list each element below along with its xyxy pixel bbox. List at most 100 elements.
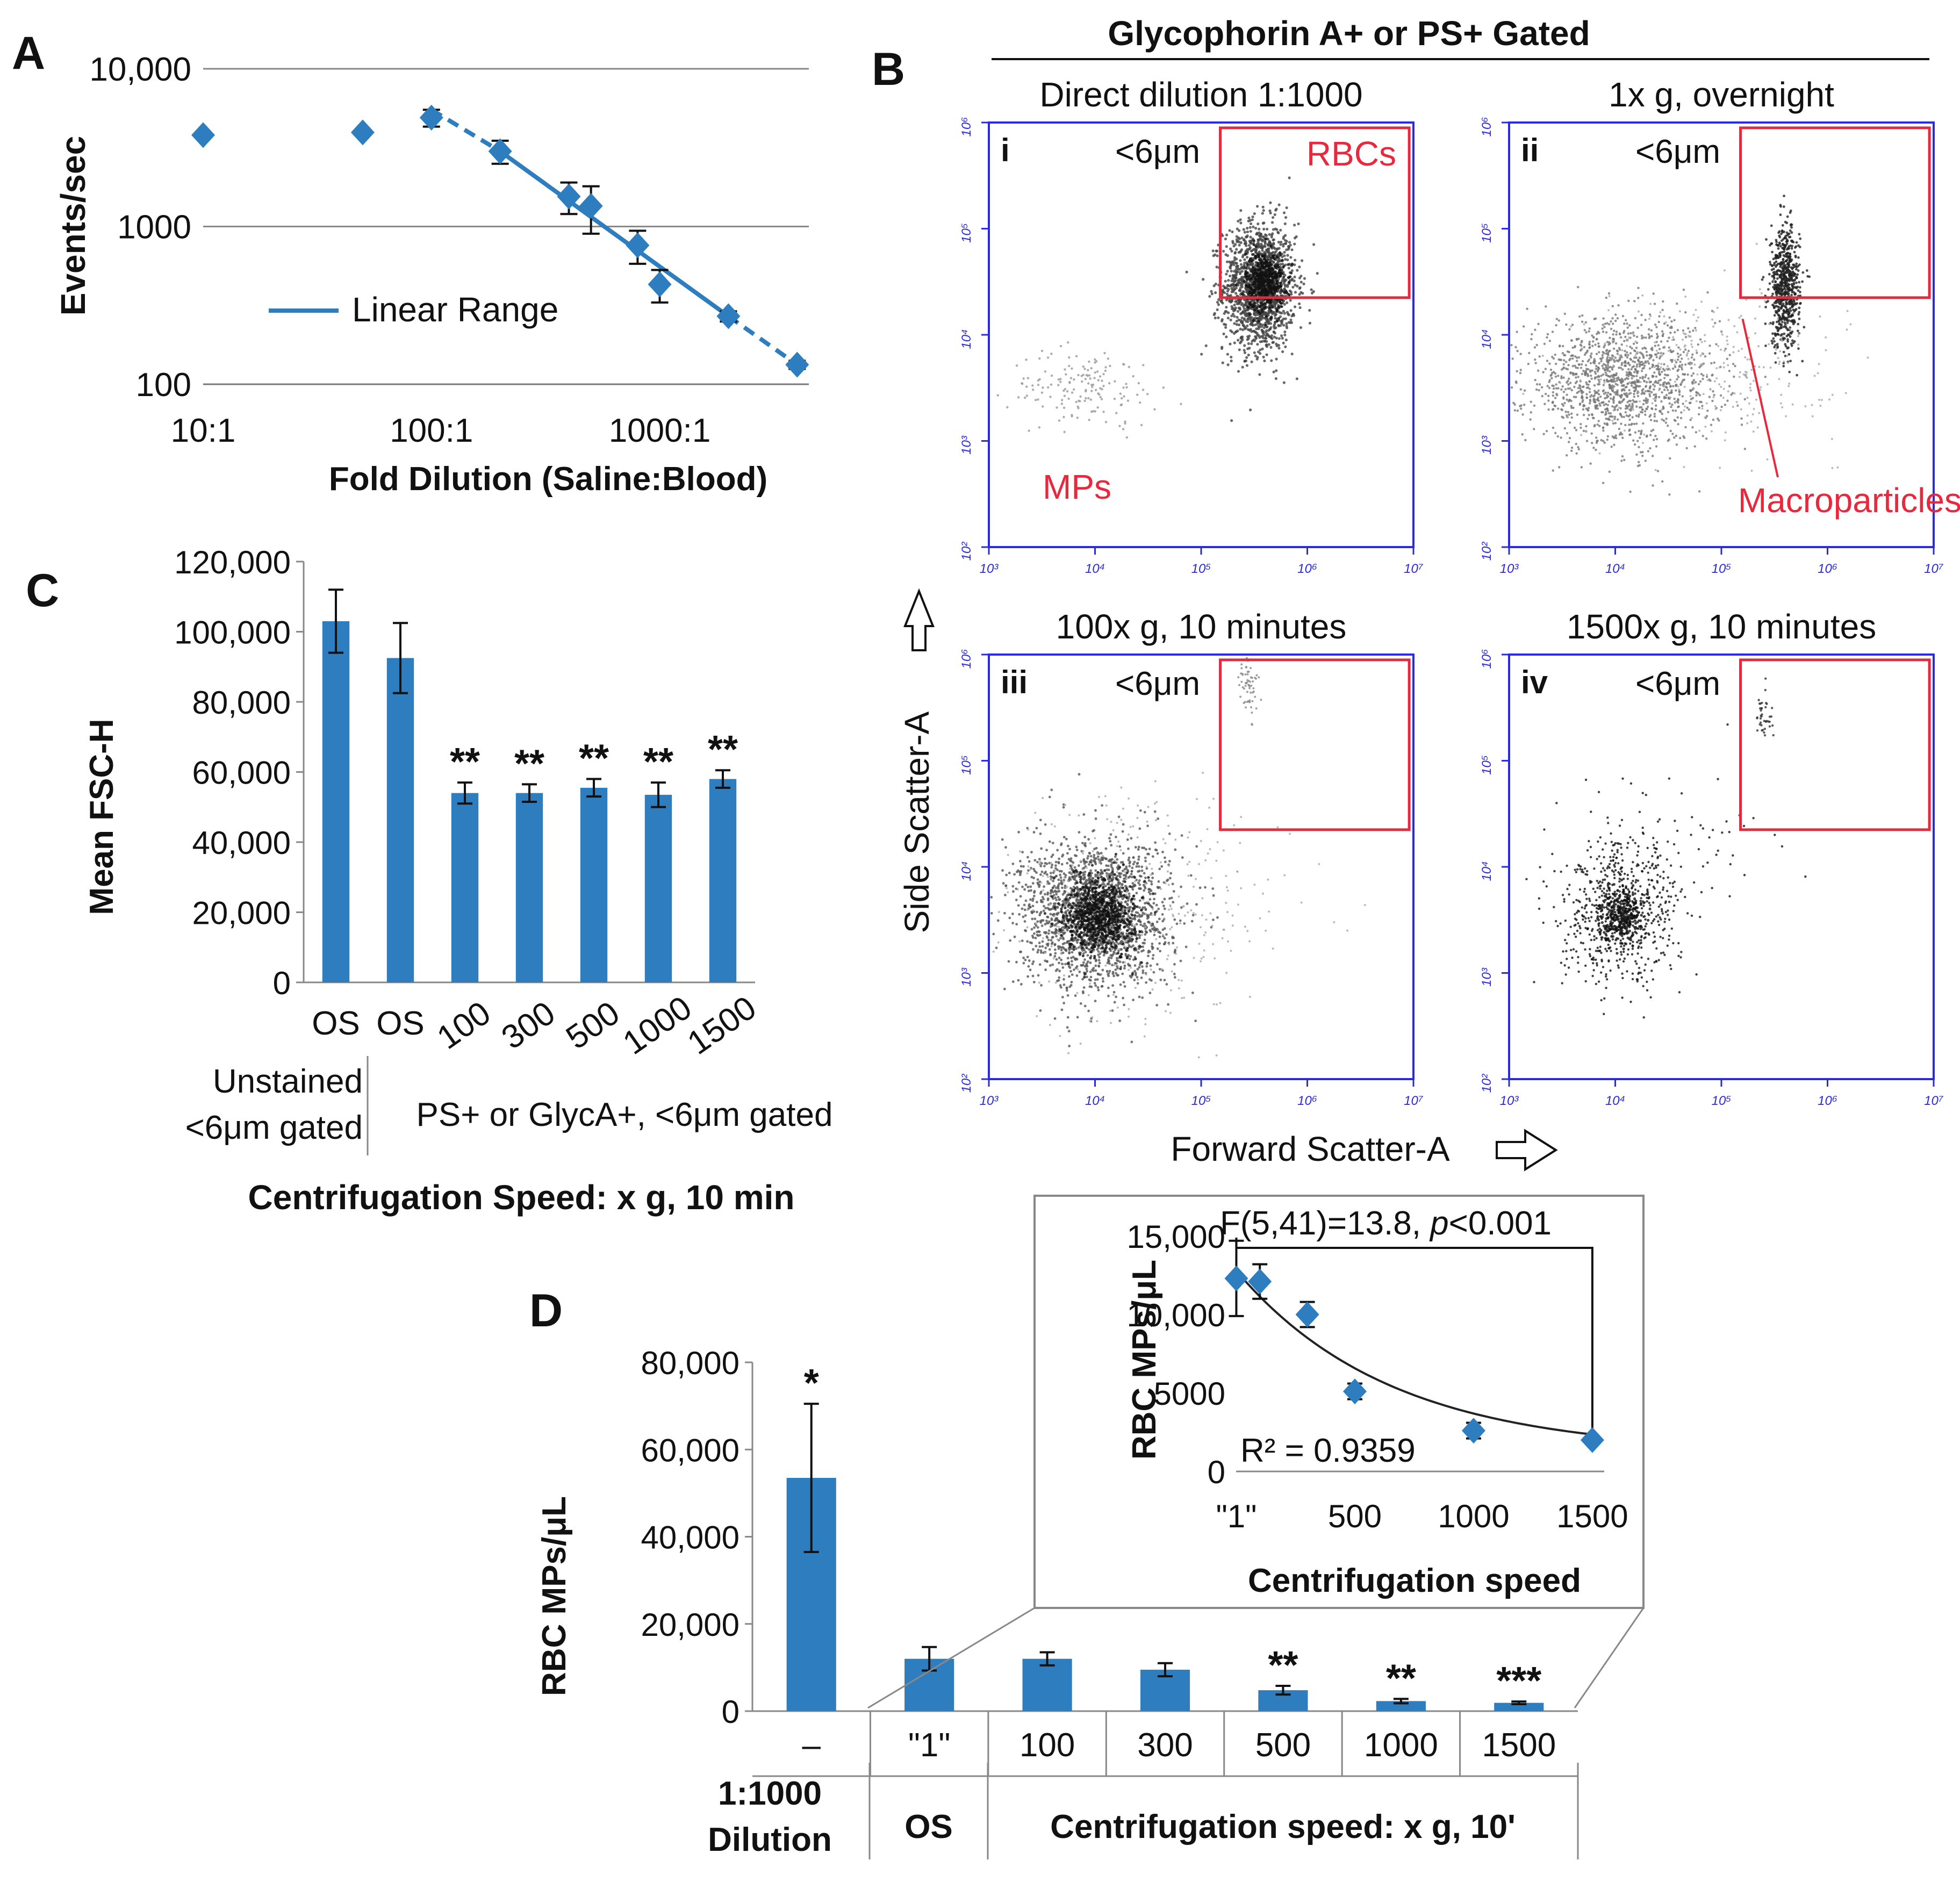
panel-b-event-dot — [1764, 305, 1767, 308]
panel-b-event-dot — [1288, 241, 1291, 244]
panel-b-event-dot — [1088, 419, 1090, 421]
panel-b-event-dot — [1663, 363, 1665, 366]
panel-b-event-dot — [1241, 324, 1245, 327]
panel-b-event-dot — [1555, 387, 1558, 390]
panel-b-event-dot — [1678, 364, 1681, 367]
panel-b-event-dot — [1773, 314, 1776, 317]
panel-b-event-dot — [1266, 258, 1269, 261]
panel-b-event-dot — [1533, 428, 1535, 430]
panel-b-event-dot — [1575, 429, 1578, 432]
panel-b-event-dot — [1637, 310, 1640, 313]
panel-b-event-dot — [1271, 232, 1274, 235]
panel-b-event-dot — [1261, 239, 1264, 243]
panel-b-event-dot — [1301, 259, 1304, 262]
panel-b-event-dot — [1657, 382, 1660, 384]
panel-b-event-dot — [1620, 343, 1623, 346]
panel-b-event-dot — [1571, 346, 1574, 349]
panel-b-event-dot — [1606, 364, 1609, 367]
panel-b-event-dot — [1096, 406, 1099, 409]
panel-b-event-dot — [1262, 355, 1265, 358]
panel-b-event-dot — [1252, 290, 1255, 293]
panel-b-event-dot — [1761, 278, 1764, 281]
panel-b-event-dot — [1651, 455, 1654, 457]
panel-b-event-dot — [1526, 307, 1528, 310]
panel-b-event-dot — [1102, 385, 1105, 387]
panel-b-event-dot — [1036, 860, 1039, 864]
panel-b-event-dot — [1724, 347, 1727, 350]
panel-b-event-dot — [1615, 331, 1618, 333]
panel-b-event-dot — [1775, 320, 1778, 324]
panel-b-event-dot — [1579, 349, 1582, 352]
panel-b-event-dot — [1605, 352, 1608, 355]
panel-b-event-dot — [1628, 381, 1631, 384]
panel-b-event-dot — [1828, 398, 1830, 401]
panel-b-event-dot — [1688, 401, 1691, 405]
panel-b-event-dot — [1595, 364, 1598, 368]
panel-b-event-dot — [1639, 380, 1642, 383]
panel-b-event-dot — [1668, 402, 1671, 405]
panel-b-event-dot — [1633, 349, 1636, 352]
panel-b-event-dot — [1602, 426, 1605, 429]
panel-b-event-dot — [1795, 281, 1798, 284]
panel-b-event-dot — [1546, 360, 1549, 362]
panel-b-event-dot — [1652, 428, 1655, 432]
panel-b-event-dot — [1107, 357, 1110, 360]
panel-b-event-dot — [1785, 324, 1788, 327]
panel-b-event-dot — [1272, 341, 1275, 344]
panel-b-event-dot — [1672, 385, 1675, 387]
panel-b-event-dot — [1640, 324, 1643, 326]
panel-b-event-dot — [1299, 326, 1303, 329]
panel-b-event-dot — [1616, 408, 1619, 411]
panel-b-event-dot — [1784, 306, 1787, 309]
panel-b-event-dot — [1125, 436, 1128, 439]
panel-b-event-dot — [1290, 269, 1294, 272]
panel-b-event-dot — [1277, 324, 1281, 327]
panel-b-event-dot — [1138, 401, 1141, 404]
panel-b-event-dot — [1602, 331, 1605, 333]
panel-b-event-dot — [1268, 284, 1271, 287]
panel-b-event-dot — [1693, 363, 1696, 366]
panel-b-event-dot — [1778, 255, 1782, 258]
panel-b-event-dot — [1296, 284, 1299, 288]
panel-b-event-dot — [1252, 338, 1255, 342]
panel-b-event-dot — [1653, 371, 1656, 374]
panel-b-event-dot — [1269, 245, 1273, 248]
panel-b-event-dot — [1714, 321, 1717, 325]
panel-b-event-dot — [1621, 455, 1624, 458]
panel-b-event-dot — [1670, 325, 1673, 328]
panel-b-event-dot — [1660, 366, 1662, 369]
panel-b-event-dot — [1612, 333, 1614, 336]
panel-b-event-dot — [1037, 974, 1040, 977]
panel-b-event-dot — [1619, 336, 1622, 339]
panel-b-event-dot — [1596, 370, 1599, 372]
panel-b-event-dot — [1654, 408, 1657, 411]
panel-b-event-dot — [1660, 418, 1663, 421]
panel-b-event-dot — [1153, 408, 1156, 411]
panel-b-event-dot — [1662, 382, 1665, 384]
panel-b-event-dot — [1643, 392, 1646, 395]
panel-b-event-dot — [1625, 371, 1628, 374]
panel-b-event-dot — [1791, 284, 1794, 288]
panel-b-event-dot — [1626, 340, 1629, 342]
panel-b-event-dot — [1211, 249, 1215, 253]
panel-b-event-dot — [1614, 422, 1617, 425]
panel-b-event-dot — [1627, 332, 1630, 335]
panel-b-event-dot — [1787, 263, 1791, 267]
panel-b-event-dot — [1780, 282, 1784, 285]
panel-b-event-dot — [1603, 379, 1606, 382]
panel-b-event-dot — [1582, 385, 1585, 388]
panel-b-event-dot — [1678, 389, 1681, 391]
panel-b-event-dot — [1689, 331, 1691, 333]
panel-b-size-label: <6μm — [1115, 133, 1200, 170]
panel-b-event-dot — [1284, 338, 1288, 342]
panel-b-event-dot — [1522, 325, 1525, 328]
panel-b-event-dot — [1552, 384, 1555, 387]
panel-a-data-point — [579, 193, 603, 219]
panel-b-event-dot — [1586, 418, 1589, 420]
panel-b-event-dot — [1259, 305, 1262, 308]
panel-b-event-dot — [1225, 245, 1228, 248]
panel-b-event-dot — [1101, 379, 1103, 382]
panel-b-event-dot — [1577, 363, 1581, 366]
panel-b-event-dot — [1684, 348, 1687, 351]
panel-b-event-dot — [1119, 392, 1122, 395]
